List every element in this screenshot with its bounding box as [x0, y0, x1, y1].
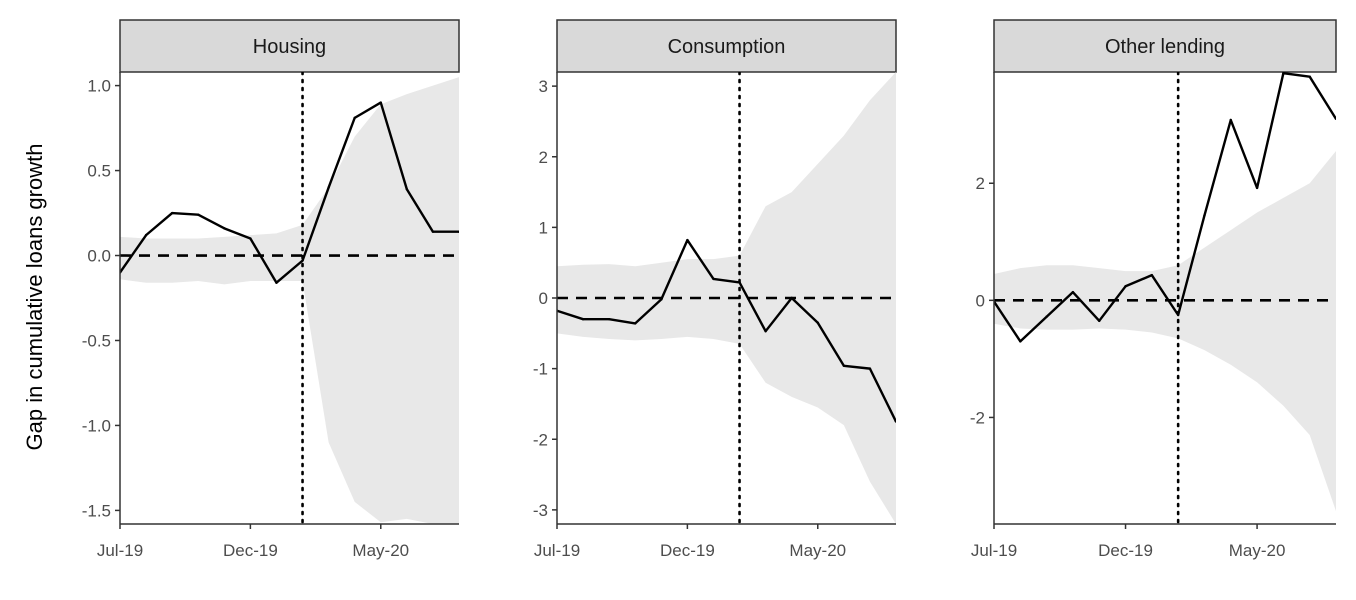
facet-title: Consumption	[668, 36, 786, 58]
data-point	[405, 188, 409, 191]
data-point	[197, 213, 200, 216]
data-point	[457, 230, 459, 233]
data-point	[1045, 315, 1048, 318]
data-point	[738, 281, 741, 284]
facet-title: Other lending	[1105, 36, 1225, 58]
x-tick-label: Jul-19	[971, 541, 1017, 560]
data-point	[894, 420, 896, 423]
data-point	[1071, 290, 1075, 294]
y-tick-label: -0.5	[82, 331, 111, 350]
x-tick-label: May-20	[1229, 541, 1286, 560]
data-point	[790, 296, 793, 300]
data-point	[1176, 313, 1180, 317]
data-point	[1124, 285, 1127, 288]
x-tick-label: May-20	[352, 541, 409, 560]
y-tick-label: 1	[539, 218, 548, 237]
data-point	[144, 233, 148, 237]
data-point	[327, 186, 330, 189]
x-tick-label: Dec-19	[660, 541, 715, 560]
y-tick-label: 2	[976, 174, 985, 193]
y-tick-label: -1	[533, 360, 548, 379]
data-point	[1019, 340, 1022, 343]
data-point	[275, 281, 278, 284]
data-point	[634, 322, 637, 325]
data-point	[1229, 118, 1232, 122]
data-point	[1255, 186, 1259, 190]
y-tick-label: -2	[533, 430, 548, 449]
y-tick-label: 2	[539, 148, 548, 167]
data-point	[1150, 273, 1154, 277]
y-axis-title: Gap in cumulative loans growth	[22, 144, 47, 451]
y-tick-label: 0	[539, 289, 548, 308]
confidence-band	[557, 72, 896, 524]
data-point	[301, 259, 304, 262]
x-tick-label: May-20	[789, 541, 846, 560]
series-line	[120, 101, 459, 284]
data-point	[764, 329, 767, 333]
data-point	[1098, 319, 1101, 323]
data-point	[712, 277, 715, 281]
x-tick-label: Jul-19	[534, 541, 580, 560]
data-point	[1203, 214, 1206, 217]
data-point	[353, 116, 356, 120]
y-tick-label: 0.5	[87, 162, 111, 181]
facet-panel-1: Consumption 3 2 1 0 -1 -2 -3 Jul-19 Dec-19 May-20	[533, 19, 897, 560]
x-tick-label: Dec-19	[1098, 541, 1153, 560]
series-line	[557, 238, 896, 423]
data-point	[1308, 75, 1311, 78]
data-point	[223, 227, 226, 230]
data-point	[1282, 72, 1285, 75]
confidence-band	[994, 151, 1336, 512]
y-tick-label: 3	[539, 77, 548, 96]
data-point	[431, 230, 435, 233]
confidence-band	[120, 77, 459, 524]
facet-title: Housing	[253, 36, 326, 58]
data-point	[1334, 117, 1336, 121]
data-point	[607, 317, 611, 321]
facet-strip	[993, 19, 1337, 73]
data-point	[816, 321, 819, 324]
data-point	[249, 237, 252, 240]
y-tick-label: -2	[970, 408, 985, 427]
y-tick-label: 0.0	[87, 247, 111, 266]
data-point	[170, 211, 174, 215]
data-point	[660, 298, 663, 301]
y-tick-label: 1.0	[87, 77, 111, 96]
data-point	[581, 317, 585, 321]
data-point	[842, 364, 846, 367]
facet-panel-0: Housing 1.0 0.5 0.0 -0.5 -1.0 -1.5 Jul-19 Dec-19…	[82, 19, 460, 560]
data-point	[868, 367, 872, 370]
facet-panel-2: Other lending 2 0 -2 Jul-19 Dec-19 May-20	[970, 19, 1337, 560]
series-line	[994, 72, 1336, 343]
data-point	[686, 238, 689, 242]
data-point	[379, 101, 382, 104]
x-tick-label: Dec-19	[223, 541, 278, 560]
y-tick-label: 0	[976, 291, 985, 310]
facet-strip	[556, 19, 897, 73]
y-tick-label: -1.0	[82, 416, 111, 435]
y-tick-label: -3	[533, 501, 548, 520]
x-tick-label: Jul-19	[97, 541, 143, 560]
facet-strip	[119, 19, 460, 73]
y-tick-label: -1.5	[82, 501, 111, 520]
